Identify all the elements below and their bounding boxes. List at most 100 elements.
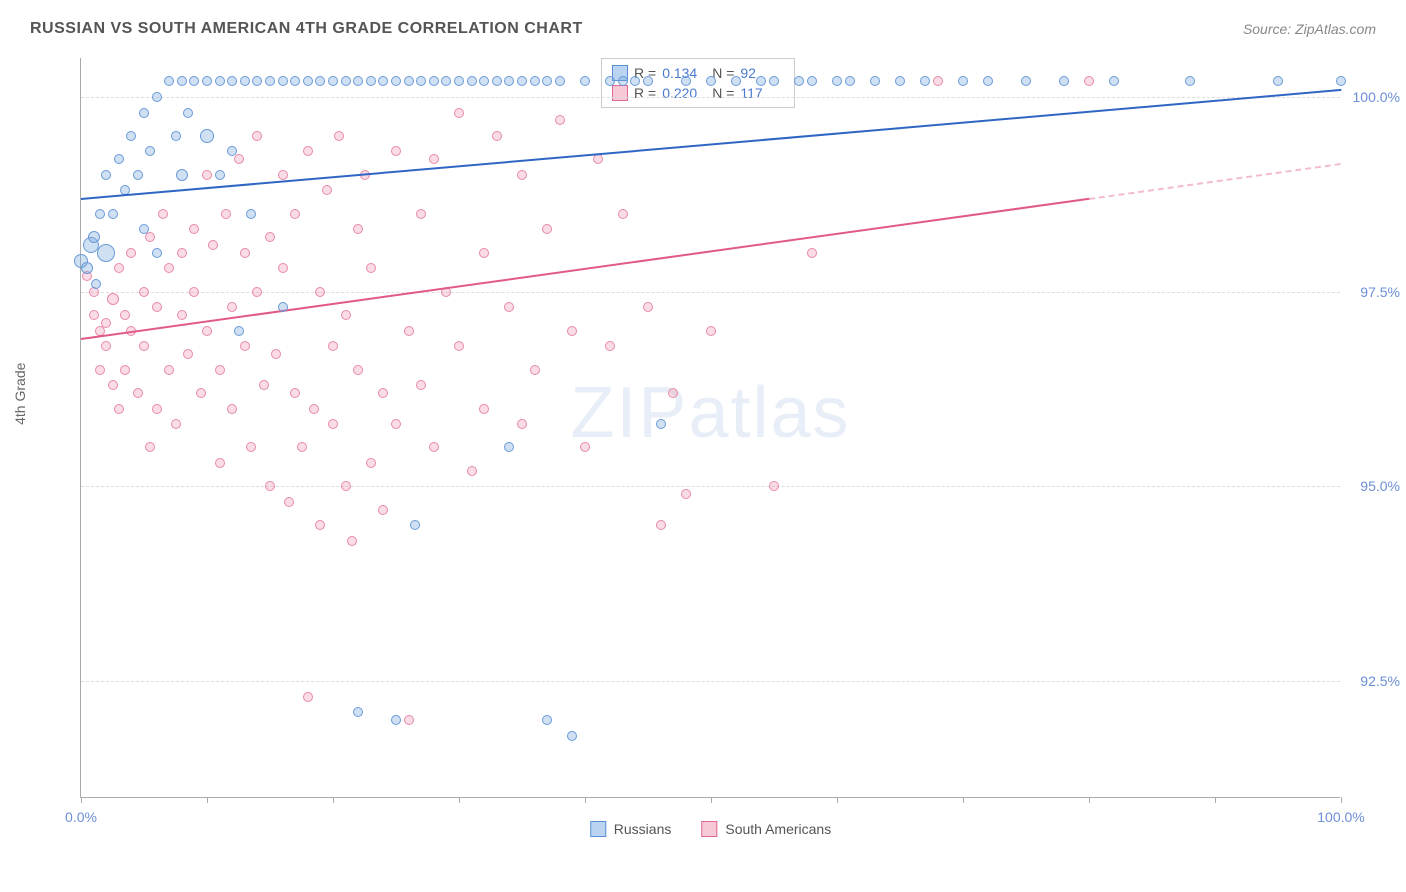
south-americans-point bbox=[668, 388, 678, 398]
south-americans-point bbox=[297, 442, 307, 452]
legend-n-value: 117 bbox=[740, 85, 784, 101]
y-tick-label: 97.5% bbox=[1360, 284, 1400, 300]
russians-point bbox=[681, 76, 691, 86]
south-americans-point bbox=[454, 341, 464, 351]
x-tick bbox=[963, 797, 964, 803]
south-americans-point bbox=[933, 76, 943, 86]
chart-title: RUSSIAN VS SOUTH AMERICAN 4TH GRADE CORR… bbox=[30, 20, 583, 38]
south-americans-point bbox=[152, 302, 162, 312]
russians-point bbox=[202, 76, 212, 86]
south-americans-point bbox=[95, 365, 105, 375]
x-tick bbox=[81, 797, 82, 803]
russians-point bbox=[1185, 76, 1195, 86]
x-tick bbox=[1341, 797, 1342, 803]
south-americans-point bbox=[107, 293, 119, 305]
south-americans-point bbox=[227, 404, 237, 414]
south-americans-point bbox=[404, 715, 414, 725]
russians-point bbox=[97, 244, 115, 262]
russians-point bbox=[630, 76, 640, 86]
russians-point bbox=[189, 76, 199, 86]
south-americans-point bbox=[492, 131, 502, 141]
russians-point bbox=[542, 76, 552, 86]
south-americans-point bbox=[89, 310, 99, 320]
south-americans-point bbox=[353, 365, 363, 375]
legend-swatch bbox=[701, 821, 717, 837]
south-americans-point bbox=[284, 497, 294, 507]
south-americans-point bbox=[504, 302, 514, 312]
south-americans-point bbox=[252, 131, 262, 141]
south-americans-point bbox=[391, 146, 401, 156]
russians-point bbox=[807, 76, 817, 86]
russians-point bbox=[171, 131, 181, 141]
x-tick bbox=[333, 797, 334, 803]
south-americans-point bbox=[341, 481, 351, 491]
russians-point bbox=[278, 76, 288, 86]
russians-point bbox=[246, 209, 256, 219]
south-americans-point bbox=[542, 224, 552, 234]
south-americans-point bbox=[567, 326, 577, 336]
south-americans-point bbox=[183, 349, 193, 359]
south-americans-point bbox=[341, 310, 351, 320]
south-americans-point bbox=[158, 209, 168, 219]
south-americans-point bbox=[517, 170, 527, 180]
russians-point bbox=[530, 76, 540, 86]
legend-n-label: N = bbox=[712, 85, 734, 101]
watermark: ZIPatlas bbox=[570, 372, 850, 454]
russians-point bbox=[366, 76, 376, 86]
south-americans-trendline bbox=[81, 198, 1089, 340]
south-americans-point bbox=[215, 365, 225, 375]
russians-point bbox=[706, 76, 716, 86]
south-americans-point bbox=[416, 209, 426, 219]
south-americans-point bbox=[290, 388, 300, 398]
south-americans-point bbox=[108, 380, 118, 390]
russians-point bbox=[870, 76, 880, 86]
south-americans-point bbox=[656, 520, 666, 530]
south-americans-point bbox=[246, 442, 256, 452]
russians-point bbox=[1021, 76, 1031, 86]
russians-point bbox=[756, 76, 766, 86]
russians-point bbox=[454, 76, 464, 86]
south-americans-point bbox=[1084, 76, 1094, 86]
south-americans-point bbox=[234, 154, 244, 164]
south-americans-point bbox=[215, 458, 225, 468]
russians-point bbox=[353, 76, 363, 86]
russians-point bbox=[441, 76, 451, 86]
south-americans-point bbox=[139, 287, 149, 297]
russians-point bbox=[1059, 76, 1069, 86]
south-americans-point bbox=[315, 520, 325, 530]
russians-point bbox=[176, 169, 188, 181]
south-americans-point bbox=[303, 146, 313, 156]
russians-point bbox=[252, 76, 262, 86]
south-americans-point bbox=[429, 154, 439, 164]
russians-point bbox=[234, 326, 244, 336]
south-americans-point bbox=[164, 365, 174, 375]
russians-point bbox=[958, 76, 968, 86]
russians-point bbox=[133, 170, 143, 180]
russians-point bbox=[152, 92, 162, 102]
russians-point bbox=[404, 76, 414, 86]
x-tick bbox=[459, 797, 460, 803]
south-americans-point bbox=[221, 209, 231, 219]
legend-label: Russians bbox=[614, 821, 672, 837]
russians-point bbox=[227, 146, 237, 156]
south-americans-point bbox=[114, 263, 124, 273]
south-americans-point bbox=[196, 388, 206, 398]
watermark-part2: atlas bbox=[688, 373, 850, 453]
y-tick-label: 92.5% bbox=[1360, 673, 1400, 689]
south-americans-point bbox=[265, 232, 275, 242]
russians-point bbox=[504, 76, 514, 86]
south-americans-point bbox=[366, 458, 376, 468]
plot-region: ZIPatlas R =0.134N =92R =0.220N =117 Rus… bbox=[80, 58, 1340, 798]
russians-point bbox=[328, 76, 338, 86]
chart-area: 4th Grade ZIPatlas R =0.134N =92R =0.220… bbox=[30, 48, 1376, 848]
russians-point bbox=[278, 302, 288, 312]
russians-point bbox=[91, 279, 101, 289]
russians-point bbox=[183, 108, 193, 118]
south-americans-point bbox=[391, 419, 401, 429]
russians-point bbox=[542, 715, 552, 725]
south-americans-point bbox=[145, 442, 155, 452]
chart-header: RUSSIAN VS SOUTH AMERICAN 4TH GRADE CORR… bbox=[30, 20, 1376, 38]
legend-swatch bbox=[590, 821, 606, 837]
south-americans-point bbox=[240, 341, 250, 351]
russians-point bbox=[164, 76, 174, 86]
